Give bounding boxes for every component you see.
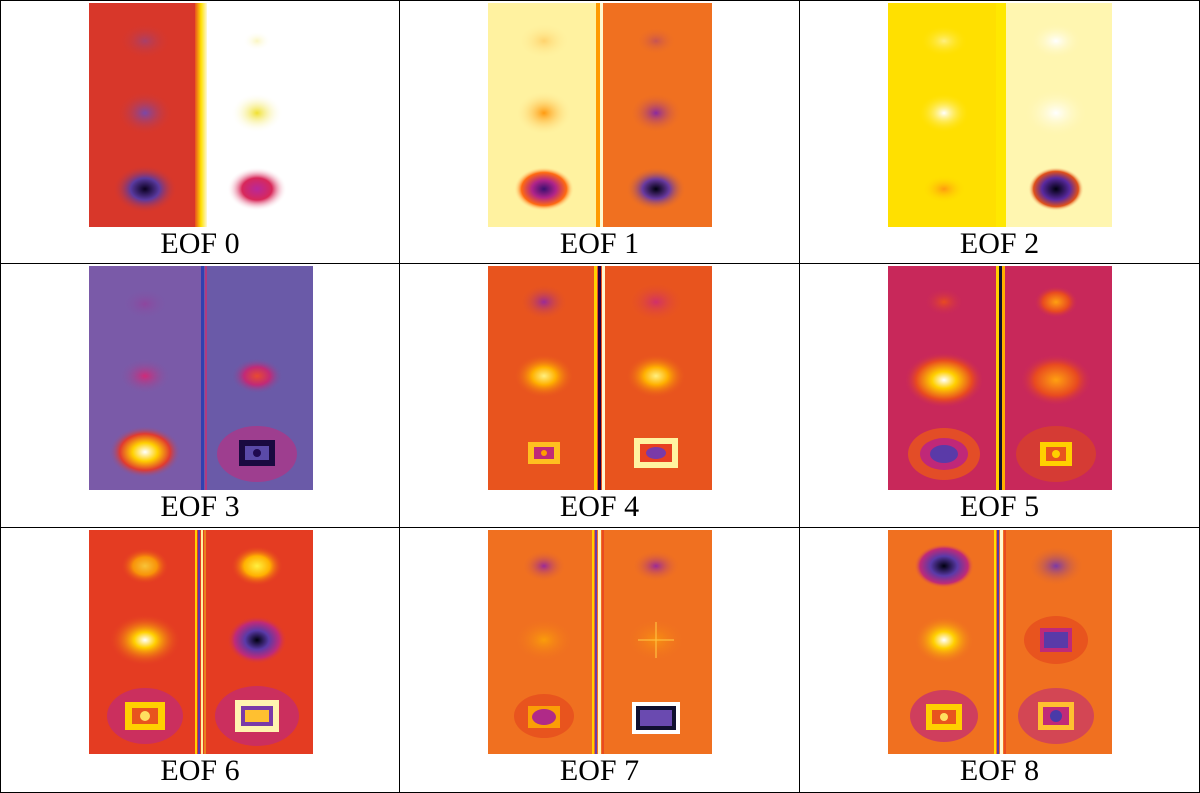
eof-cell-2: EOF 2 <box>800 0 1200 264</box>
eof-2-image <box>888 3 1112 227</box>
eof-4-image <box>488 266 712 490</box>
eof-1-image <box>488 3 712 227</box>
eof-label-6: EOF 6 <box>160 754 240 787</box>
eof-cell-1: EOF 1 <box>400 0 800 264</box>
eof-label-1: EOF 1 <box>559 227 640 260</box>
eof-8-image <box>888 530 1112 754</box>
eof-cell-4: EOF 4 <box>400 264 800 528</box>
eof-cell-8: EOF 8 <box>800 528 1200 793</box>
eof-cell-7: EOF 7 <box>400 528 800 793</box>
eof-label-0: EOF 0 <box>160 227 240 260</box>
eof-label-7: EOF 7 <box>559 754 640 787</box>
eof-7-image <box>488 530 712 754</box>
eof-6-image <box>89 530 313 754</box>
eof-cell-5: EOF 5 <box>800 264 1200 528</box>
eof-label-4: EOF 4 <box>559 490 640 523</box>
eof-0-image <box>89 3 313 227</box>
eof-cell-3: EOF 3 <box>0 264 400 528</box>
eof-label-2: EOF 2 <box>959 227 1040 260</box>
eof-label-5: EOF 5 <box>959 490 1040 523</box>
eof-cell-0: EOF 0 <box>0 0 400 264</box>
eof-3-image <box>89 266 313 490</box>
eof-label-3: EOF 3 <box>160 490 240 523</box>
eof-label-8: EOF 8 <box>959 754 1040 787</box>
eof-5-image <box>888 266 1112 490</box>
eof-cell-6: EOF 6 <box>0 528 400 793</box>
